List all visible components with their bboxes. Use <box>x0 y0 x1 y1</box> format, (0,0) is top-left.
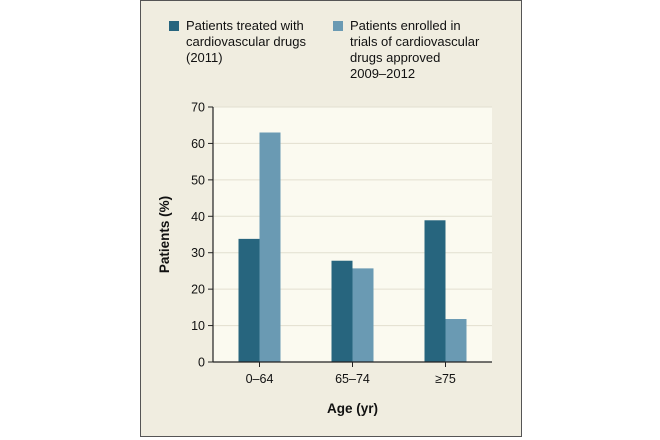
bar-enrolled-2 <box>445 319 467 362</box>
legend: Patients treated with cardiovascular dru… <box>169 18 480 81</box>
y-tick-label: 10 <box>191 319 205 333</box>
y-axis-title: Patients (%) <box>157 196 172 273</box>
legend-label-enrolled-line-1: Patients enrolled in <box>350 18 461 33</box>
bar-treated-2 <box>424 220 446 362</box>
x-tick-label: ≥75 <box>435 372 456 386</box>
x-tick-label: 65–74 <box>335 372 370 386</box>
axes <box>208 106 492 367</box>
legend-label-treated-line-2: cardiovascular drugs <box>186 34 306 49</box>
x-axis-title: Age (yr) <box>327 401 378 416</box>
legend-label-treated-line-3: (2011) <box>186 50 223 65</box>
legend-swatch-treated <box>169 21 179 31</box>
bars <box>238 132 467 362</box>
legend-label-enrolled-line-4: 2009–2012 <box>350 66 415 81</box>
y-tick-label: 0 <box>198 356 205 370</box>
legend-label-enrolled-line-2: trials of cardiovascular <box>350 34 480 49</box>
y-tick-label: 50 <box>191 173 205 187</box>
bar-treated-1 <box>331 260 353 362</box>
y-tick-label: 40 <box>191 210 205 224</box>
x-tick-label: 0–64 <box>246 372 274 386</box>
x-tick-labels: 0–64 65–74 ≥75 <box>246 372 456 386</box>
y-tick-label: 20 <box>191 283 205 297</box>
bar-enrolled-0 <box>259 132 281 362</box>
legend-label-enrolled-line-3: drugs approved <box>350 50 440 65</box>
legend-swatch-enrolled <box>333 21 343 31</box>
legend-label-treated-line-1: Patients treated with <box>186 18 304 33</box>
y-tick-labels: 0 10 20 30 40 50 60 70 <box>191 101 205 370</box>
y-tick-label: 30 <box>191 246 205 260</box>
y-tick-label: 70 <box>191 101 205 115</box>
bar-treated-0 <box>238 238 260 362</box>
bar-enrolled-1 <box>352 268 374 362</box>
y-tick-label: 60 <box>191 137 205 151</box>
